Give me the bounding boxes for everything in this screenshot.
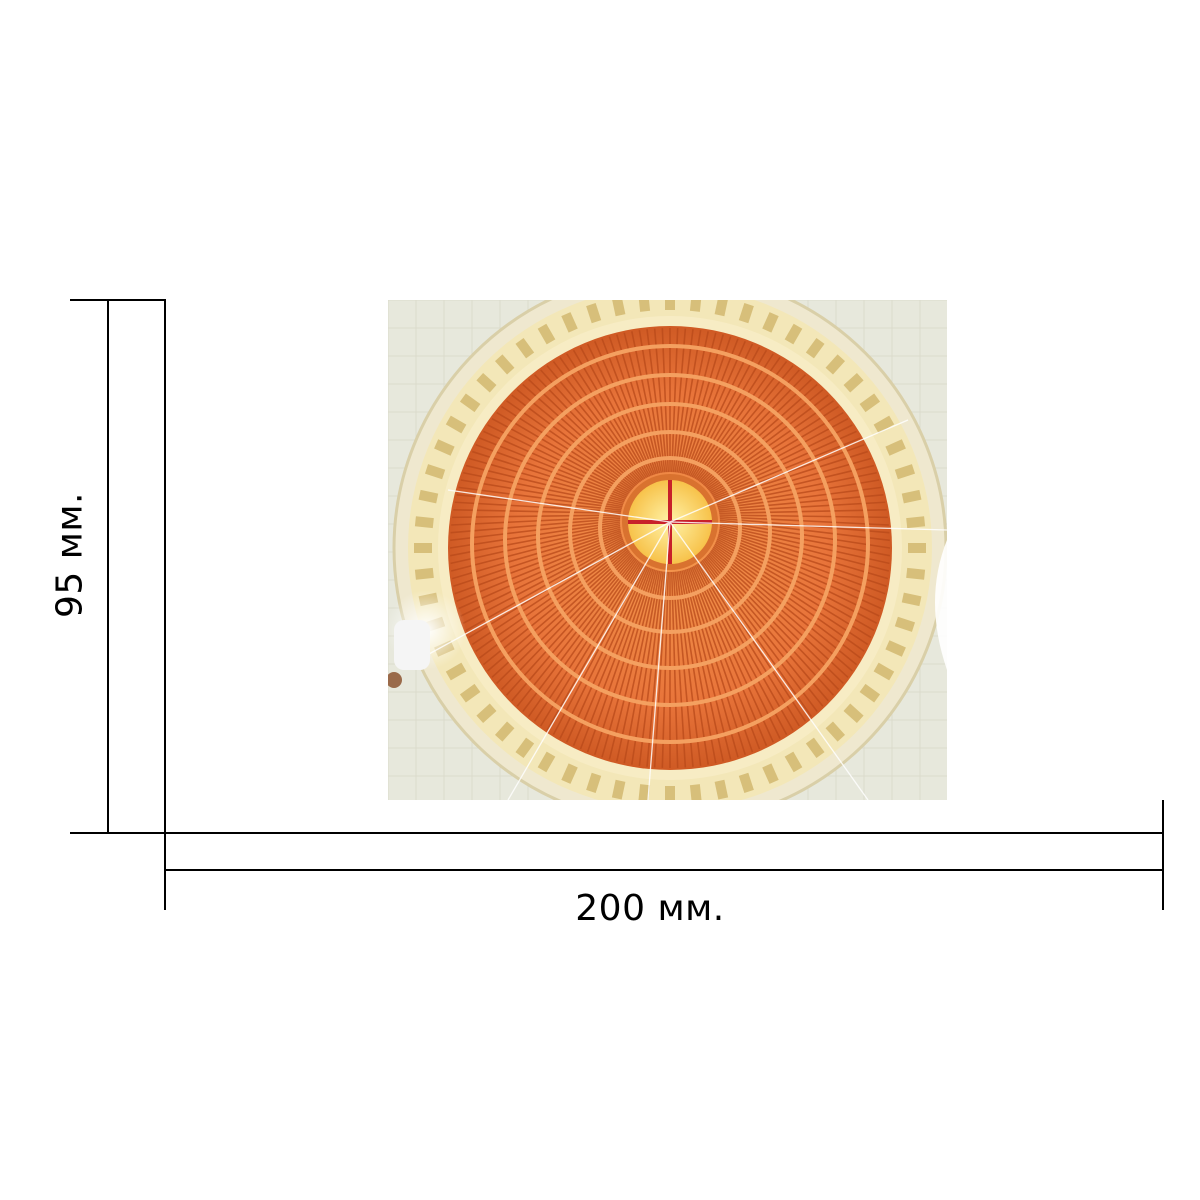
dentil [901,489,922,504]
dentil [476,703,497,724]
dentil [859,683,881,703]
dentil [714,779,729,800]
dentil [885,439,906,456]
dentil [561,763,578,784]
dentil [762,763,779,784]
dentil [784,323,803,345]
width-label: 200 мм. [575,888,725,929]
dentil [714,300,729,317]
dentil [424,464,446,480]
dentil [611,300,626,317]
dentil [885,640,906,657]
dentil [843,703,864,724]
height-label: 95 мм. [49,491,91,619]
dentil [906,567,926,580]
dentil [825,354,846,375]
dentil [611,779,626,800]
dentil [494,354,515,375]
lamp-base-icon [388,672,402,688]
dentil [738,772,754,794]
dentil [665,300,675,310]
dentil [762,312,779,333]
dentil [561,312,578,333]
dome-ceiling-icon [388,300,947,800]
dentil [459,683,481,703]
dentil [494,721,515,742]
dentil [901,592,922,607]
dentil [843,372,864,393]
dentil [515,337,535,359]
dentil [537,323,556,345]
dentil [805,337,825,359]
dentil [414,567,434,580]
dome-ring [503,373,837,707]
dentil [434,439,455,456]
dentil [418,489,439,504]
dome-ring [470,344,870,744]
right-arch [935,540,947,670]
dentil [638,300,651,312]
dentil [738,302,754,324]
dentil [894,464,916,480]
dentil [537,751,556,773]
dentil [689,784,702,800]
dentil [476,372,497,393]
dentil [665,786,675,800]
dentil [414,543,432,553]
dentil [586,772,602,794]
dentil [873,415,895,434]
dome-photo [388,300,947,800]
dentil [459,393,481,413]
dentil [906,516,926,529]
dentil [445,415,467,434]
dentil [638,784,651,800]
dentil [805,737,825,759]
dome-ring [536,402,804,670]
dentil [873,662,895,681]
dome-ring [598,456,742,600]
dome-ring [568,430,772,634]
dentil [689,300,702,312]
dentil [515,737,535,759]
dentil [586,302,602,324]
dentil [784,751,803,773]
dentil [825,721,846,742]
dentil [894,616,916,632]
dentil [414,516,434,529]
dentil [908,543,926,553]
lamp-body [394,620,430,670]
dentil [859,393,881,413]
suspension-cables [417,419,947,800]
dentil [445,662,467,681]
